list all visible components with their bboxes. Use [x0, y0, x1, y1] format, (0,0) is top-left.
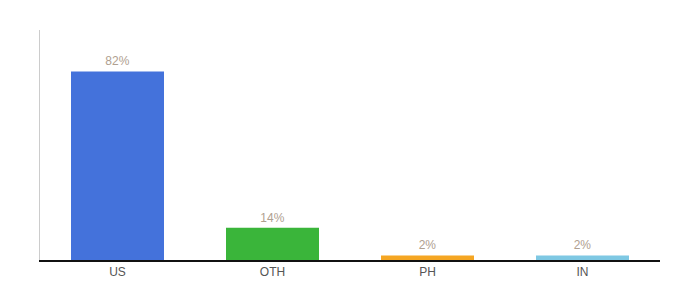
- svg-text:PH: PH: [419, 265, 436, 279]
- svg-text:OTH: OTH: [260, 265, 285, 279]
- svg-text:14%: 14%: [260, 211, 284, 225]
- svg-text:US: US: [109, 265, 126, 279]
- svg-text:82%: 82%: [105, 54, 129, 68]
- svg-text:2%: 2%: [574, 238, 592, 252]
- svg-text:2%: 2%: [419, 238, 437, 252]
- svg-text:IN: IN: [577, 265, 589, 279]
